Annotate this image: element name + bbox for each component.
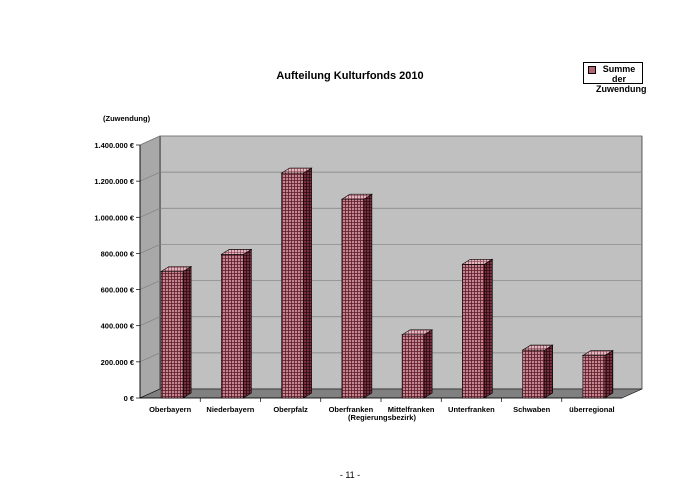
gridline-side <box>139 280 161 290</box>
bar <box>461 258 494 399</box>
bar-side <box>423 329 433 399</box>
bar-top <box>401 329 434 336</box>
bar-side <box>182 265 192 399</box>
gridline-side <box>139 207 161 218</box>
y-tick-label: 800.000 € <box>101 249 135 258</box>
y-axis-label: (Zuwendung) <box>103 114 151 123</box>
bar-front <box>160 271 184 399</box>
x-axis-label: (Regierungsbezirk) <box>348 413 416 422</box>
bar-side <box>604 349 614 399</box>
legend-swatch <box>588 66 596 74</box>
bars <box>160 167 614 399</box>
gridline-side <box>139 316 161 327</box>
x-tick-label: Mittelfranken <box>388 405 435 414</box>
bar-front <box>341 198 365 399</box>
bar-side <box>363 193 373 399</box>
bar-side <box>243 248 252 399</box>
bar <box>581 349 614 399</box>
bar <box>340 193 373 399</box>
x-tick-label: Oberbayern <box>149 405 192 414</box>
bar-front <box>582 355 606 399</box>
bar-side <box>484 258 493 399</box>
bar-front <box>522 349 545 399</box>
y-tick-label: 400.000 € <box>101 322 135 331</box>
chart-title: Aufteilung Kulturfonds 2010 <box>276 70 424 82</box>
gridline-side <box>139 171 161 182</box>
x-tick-label: überregional <box>569 405 614 414</box>
y-tick-label: 200.000 € <box>101 358 135 367</box>
bar-side <box>544 344 553 399</box>
bar-front <box>401 334 425 399</box>
bar-top <box>340 193 373 200</box>
legend-line-2: Zuwendung <box>596 84 647 94</box>
y-tick-label: 0 € <box>124 394 135 403</box>
bar-top <box>280 167 313 174</box>
x-tick-label: Oberfranken <box>329 405 374 414</box>
x-tick-label: Unterfranken <box>448 405 495 414</box>
legend-text: Summe der Zuwendung <box>596 64 647 94</box>
gridline-side <box>139 352 161 363</box>
bar-top <box>160 266 193 272</box>
x-tick-label: Schwaben <box>513 405 551 414</box>
bar <box>521 344 554 399</box>
x-tick-label: Niederbayern <box>206 405 254 414</box>
bar <box>220 248 253 399</box>
floor <box>139 388 643 399</box>
x-tick-label: Oberpfalz <box>273 405 308 414</box>
bar-top <box>220 249 253 255</box>
gridline-side <box>139 135 161 146</box>
y-tick-label: 600.000 € <box>101 286 135 295</box>
bar-front <box>221 254 244 399</box>
y-tick-label: 1.200.000 € <box>94 177 134 186</box>
bar <box>401 329 434 399</box>
gridline-side <box>139 244 161 254</box>
bar <box>160 265 193 399</box>
y-tick-label: 1.000.000 € <box>94 213 134 222</box>
side-wall <box>139 135 161 399</box>
bar-front <box>281 172 304 399</box>
y-tick-label: 1.400.000 € <box>94 141 134 150</box>
bar-side <box>303 167 312 399</box>
chart-wall <box>139 135 643 399</box>
legend: Summe der Zuwendung <box>583 62 647 94</box>
bar-top <box>461 258 494 265</box>
bar-top <box>581 350 614 356</box>
bar <box>280 167 313 399</box>
bar-top <box>521 344 554 351</box>
bar-front <box>462 263 485 399</box>
legend-line-1: Summe der <box>602 64 636 84</box>
x-tick-labels: Oberbayern Niederbayern Oberpfalz Oberfrank… <box>149 405 615 414</box>
page-number: - 11 - <box>339 470 361 480</box>
